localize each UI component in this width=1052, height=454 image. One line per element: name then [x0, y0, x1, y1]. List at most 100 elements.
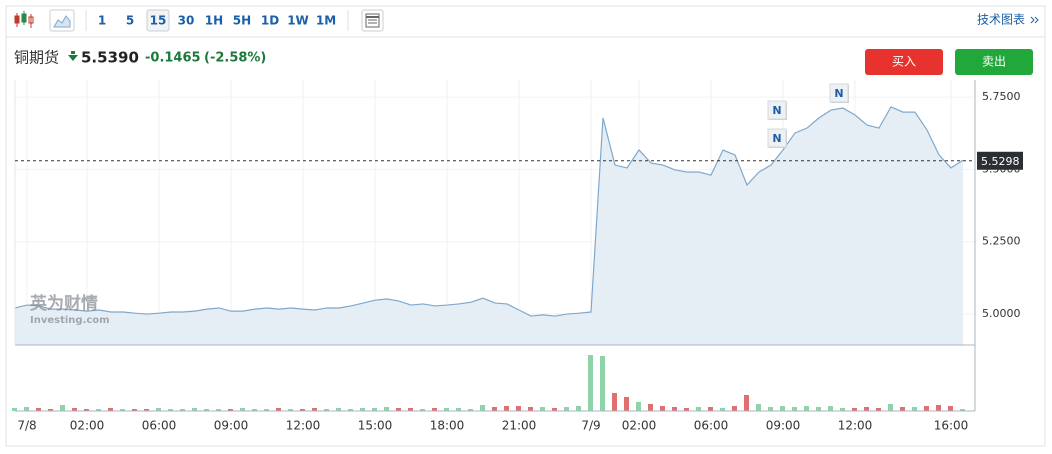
x-tick-label: 06:00	[142, 419, 177, 433]
volume-bar	[624, 397, 629, 411]
x-tick-label: 15:00	[358, 419, 393, 433]
volume-bar	[516, 406, 521, 411]
volume-bar	[684, 408, 689, 411]
candle-icon[interactable]	[14, 11, 34, 28]
x-tick-label: 02:00	[70, 419, 105, 433]
x-tick-label: 7/9	[581, 419, 600, 433]
volume-bar	[240, 408, 245, 411]
buy-button[interactable]: 买入	[865, 49, 943, 75]
tech-chart-link[interactable]: 技术图表	[977, 13, 1025, 27]
volume-bar	[252, 409, 257, 411]
volume-bar	[672, 407, 677, 411]
volume-bar	[828, 406, 833, 411]
event-label[interactable]: N	[772, 104, 781, 117]
x-tick-label: 16:00	[934, 419, 969, 433]
volume-bar	[576, 406, 581, 411]
area-icon[interactable]	[49, 9, 75, 32]
volume-bar	[852, 408, 857, 411]
volume-bar	[792, 407, 797, 411]
watermark: Investing.com	[30, 315, 110, 326]
volume-bar	[864, 407, 869, 411]
price-change: -0.1465	[145, 51, 201, 66]
volume-bar	[12, 408, 17, 411]
volume-bar	[84, 409, 89, 411]
timeframe[interactable]: 1D	[261, 14, 279, 28]
volume-bar	[120, 409, 125, 411]
volume-bar	[36, 408, 41, 411]
volume-bar	[108, 408, 113, 411]
timeframe[interactable]: 5H	[233, 14, 251, 28]
area-fill	[15, 106, 963, 345]
event-label[interactable]: N	[772, 132, 781, 145]
volume-bar	[840, 408, 845, 411]
timeframe[interactable]: 30	[178, 14, 195, 28]
sell-label[interactable]: 卖出	[982, 55, 1006, 69]
volume-bar	[900, 407, 905, 411]
buy-label[interactable]: 买入	[892, 55, 916, 69]
x-tick-label: 02:00	[622, 419, 657, 433]
last-price: 5.5390	[81, 49, 139, 67]
volume-bar	[612, 393, 617, 411]
timeframe[interactable]: 15	[150, 14, 167, 28]
event-label[interactable]: N	[834, 87, 843, 100]
volume-bar	[396, 408, 401, 411]
volume-bar	[156, 408, 161, 411]
volume-bar	[588, 355, 593, 411]
volume-bar	[480, 405, 485, 411]
selected-timeframe	[146, 9, 170, 32]
volume-bar	[720, 408, 725, 411]
volume-bar	[420, 409, 425, 411]
x-tick-label: 7/8	[17, 419, 36, 433]
down-arrow	[68, 51, 78, 61]
layout-icon[interactable]	[361, 9, 384, 32]
volume-bar	[300, 409, 305, 411]
volume-bar	[180, 409, 185, 411]
timeframe[interactable]: 1H	[205, 14, 223, 28]
timeframe[interactable]: 1M	[316, 14, 336, 28]
sell-button[interactable]: 卖出	[955, 49, 1033, 75]
volume-bar	[276, 408, 281, 411]
volume-bar	[756, 404, 761, 411]
volume-bar	[48, 409, 53, 411]
timeframe[interactable]: 1W	[287, 14, 309, 28]
volume-bar	[444, 408, 449, 411]
price-line	[14, 106, 964, 317]
volume-bar	[744, 395, 749, 411]
volume-bar	[144, 409, 149, 411]
volume-bar	[228, 409, 233, 411]
x-tick-label: 18:00	[430, 419, 465, 433]
event-badge[interactable]	[829, 83, 849, 103]
volume-bar	[372, 408, 377, 411]
plot: 7/8 02:00 06:00 09:00 12:00 15:00 18:00 21:00 7/…	[12, 80, 1023, 433]
last-price-label: 5.5298	[981, 155, 1020, 168]
y-tick-label: 5.7500	[982, 90, 1021, 103]
y-tick-label: 5.0000	[982, 307, 1021, 320]
volume-bar	[504, 406, 509, 411]
volume-bar	[468, 409, 473, 411]
timeframe[interactable]: 1	[98, 14, 106, 28]
volume-bar	[492, 407, 497, 411]
link-chevron	[1030, 16, 1039, 24]
volume-bar	[936, 405, 941, 411]
volume-bar	[288, 409, 293, 411]
volume-bar	[816, 407, 821, 411]
event-badge[interactable]	[767, 128, 787, 148]
y-tick-label: 5.2500	[982, 235, 1021, 248]
volume-bar	[768, 407, 773, 411]
timeframe[interactable]: 5	[126, 14, 134, 28]
volume-bar	[564, 407, 569, 411]
volume-bar	[264, 409, 269, 411]
volume-bar	[216, 409, 221, 411]
x-tick-label: 09:00	[766, 419, 801, 433]
volume-bar	[408, 408, 413, 411]
volume-bar	[60, 405, 65, 411]
volume-bar	[540, 407, 545, 411]
volume-bar	[24, 407, 29, 411]
timeframes: 1 5 15 30 1H 5H 1D 1W 1M	[98, 9, 336, 32]
volume-bar	[924, 406, 929, 411]
volume-bar	[384, 407, 389, 411]
event-badge[interactable]	[767, 100, 787, 120]
volume-bar	[204, 409, 209, 411]
volume-bar	[456, 408, 461, 411]
